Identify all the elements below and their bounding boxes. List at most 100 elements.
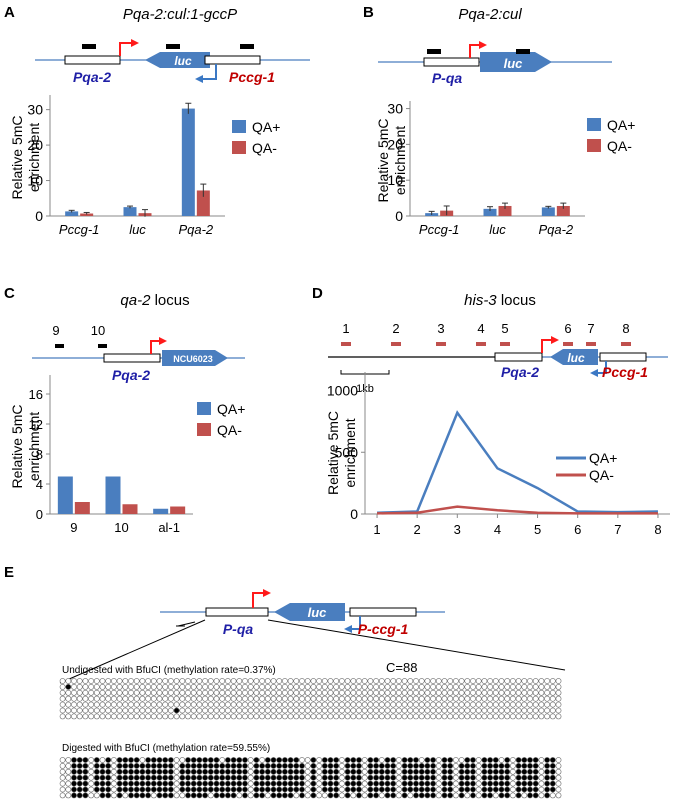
unmethylated-cpg [247,695,254,702]
unmethylated-cpg [173,701,180,708]
luc-label: luc [308,605,328,620]
unmethylated-cpg [555,792,562,799]
methylated-cpg [378,780,385,787]
methylated-cpg [259,774,265,781]
promoter-box [205,607,269,617]
unmethylated-cpg [344,695,351,702]
methylated-cpg [458,774,465,781]
unmethylated-cpg [413,695,419,702]
unmethylated-cpg [555,684,562,690]
luc-label: luc [567,351,585,365]
unmethylated-cpg [538,678,545,684]
unmethylated-cpg [128,684,134,690]
unmethylated-cpg [395,689,402,696]
unmethylated-cpg [59,768,66,775]
methylated-cpg [464,757,471,763]
unmethylated-cpg [327,713,334,720]
unmethylated-cpg [299,713,305,720]
unmethylated-cpg [487,678,493,684]
methylated-cpg [527,792,533,799]
unmethylated-cpg [259,713,265,720]
unmethylated-cpg [441,689,448,696]
methylated-cpg [327,792,334,799]
unmethylated-cpg [304,763,311,769]
methylated-cpg [413,792,419,799]
unmethylated-cpg [287,707,294,714]
probe-sites: 1 2 3 4 5 6 7 8 [341,321,631,346]
methylated-cpg [430,786,436,793]
unmethylated-cpg [538,689,545,696]
methylated-cpg [281,774,288,781]
unmethylated-cpg [504,707,511,714]
bar-QA- [122,504,138,514]
unmethylated-cpg [71,689,77,696]
unmethylated-cpg [338,786,345,793]
unmethylated-cpg [304,713,311,720]
methylated-cpg [259,792,265,799]
unmethylated-cpg [236,792,243,799]
methylated-cpg [413,763,419,769]
unmethylated-cpg [167,713,174,720]
legend-label: QA+ [589,450,617,466]
methylated-cpg [424,792,431,799]
unmethylated-cpg [333,701,340,708]
unmethylated-cpg [452,707,459,714]
unmethylated-cpg [276,678,283,684]
methylated-cpg [185,786,191,793]
bar-QA+ [123,207,137,216]
methylated-cpg [270,774,277,781]
methylated-cpg [458,768,465,775]
y-axis-label: enrichment [342,418,358,487]
unmethylated-cpg [401,678,408,684]
methylated-cpg [464,763,471,769]
unmethylated-cpg [82,678,89,684]
legend-label: QA- [217,422,242,438]
unmethylated-cpg [481,713,488,720]
legend-swatch [587,118,601,131]
unmethylated-cpg [510,792,516,799]
unmethylated-cpg [538,792,545,799]
unmethylated-cpg [510,780,516,787]
unmethylated-cpg [247,774,254,781]
unmethylated-cpg [384,701,391,708]
methylated-cpg [384,757,391,763]
methylated-cpg [281,757,288,763]
unmethylated-cpg [418,713,425,720]
methylated-cpg [173,707,180,714]
unmethylated-cpg [338,768,345,775]
methylated-cpg [413,780,419,787]
unmethylated-cpg [65,774,72,781]
methylated-cpg [242,786,248,793]
methylated-cpg [122,768,129,775]
methylated-cpg [213,786,220,793]
unmethylated-cpg [447,713,454,720]
unmethylated-cpg [378,689,385,696]
unmethylated-cpg [304,792,311,799]
unmethylated-cpg [378,684,385,690]
methylated-cpg [327,774,334,781]
unmethylated-cpg [521,713,528,720]
unmethylated-cpg [236,678,243,684]
methylated-cpg [350,757,357,763]
c-count-label: C=88 [386,660,417,675]
unmethylated-cpg [259,757,265,763]
methylated-cpg [276,792,283,799]
unmethylated-cpg [435,780,442,787]
methylated-cpg [270,757,277,763]
unmethylated-cpg [487,713,493,720]
unmethylated-cpg [430,713,436,720]
methylated-cpg [82,763,89,769]
unmethylated-cpg [413,678,419,684]
methylated-cpg [299,786,305,793]
methylated-cpg [447,768,454,775]
unmethylated-cpg [111,786,117,793]
unmethylated-cpg [247,768,254,775]
bar-QA- [196,190,210,216]
methylated-cpg [276,786,283,793]
methylated-cpg [401,768,408,775]
methylated-cpg [190,763,197,769]
panel-letter-b: B [363,4,374,21]
unmethylated-cpg [59,684,66,690]
methylated-cpg [128,763,134,769]
